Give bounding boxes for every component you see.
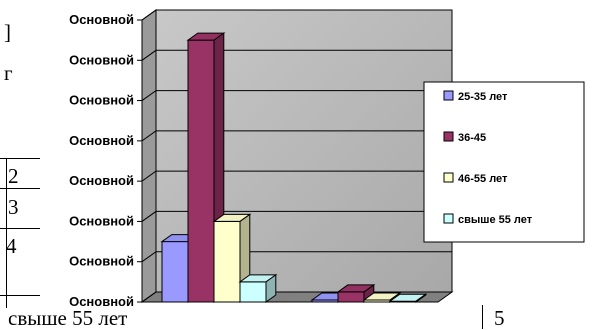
gridline (141, 170, 452, 182)
legend-item: 25-35 лет (443, 90, 508, 103)
gridline (141, 210, 452, 222)
y-tick-label: Основной (69, 173, 134, 188)
fragment-text-4: 3 (8, 195, 19, 219)
y-tick-label: Основной (69, 93, 134, 108)
fragment-bottom-right: 5 (494, 306, 505, 330)
legend-item: свыше 55 лет (443, 213, 533, 226)
bar-side (415, 293, 427, 303)
legend-label: 25-35 лет (458, 91, 508, 103)
bar (238, 273, 278, 303)
gridline (141, 9, 452, 21)
table-rule (482, 305, 483, 329)
bar (362, 292, 402, 303)
gridline (141, 130, 452, 142)
bar-front (213, 220, 241, 303)
table-rule (0, 228, 40, 229)
fragment-text-5: 4 (6, 234, 17, 258)
gridline (141, 90, 452, 101)
legend-swatch (443, 131, 454, 142)
fragment-text-1: ] (4, 20, 11, 44)
y-tick-label: Основной (69, 12, 134, 27)
y-tick-label: Основной (69, 294, 134, 309)
y-tick-label: Основной (69, 52, 134, 67)
bar-front (187, 39, 215, 303)
y-tick-label: Основной (69, 133, 134, 148)
fragment-text-3: 2 (8, 164, 19, 188)
side-wall (141, 9, 157, 303)
legend-swatch (443, 90, 454, 101)
table-rule (0, 158, 40, 159)
legend-label: 46-55 лет (458, 173, 508, 185)
legend-swatch (443, 213, 454, 224)
bar-side (265, 273, 277, 303)
bar-front (239, 281, 267, 303)
y-tick-label: Основной (69, 254, 134, 269)
legend-item: 36-45 (443, 131, 486, 144)
table-rule (6, 158, 7, 308)
gridline (141, 251, 452, 263)
legend-label: свыше 55 лет (458, 214, 533, 226)
table-rule (0, 188, 40, 189)
table-rule (0, 295, 40, 296)
y-tick-label: Основной (69, 213, 134, 228)
bar (388, 293, 428, 303)
bar-front (161, 241, 189, 303)
legend-swatch (443, 172, 454, 183)
fragment-bottom-left: свыше 55 лет (8, 306, 128, 330)
gridline (141, 49, 452, 61)
legend-label: 36-45 (458, 132, 486, 144)
fragment-text-2: г (4, 61, 13, 85)
legend-item: 46-55 лет (443, 172, 508, 185)
bar-front (337, 291, 365, 303)
